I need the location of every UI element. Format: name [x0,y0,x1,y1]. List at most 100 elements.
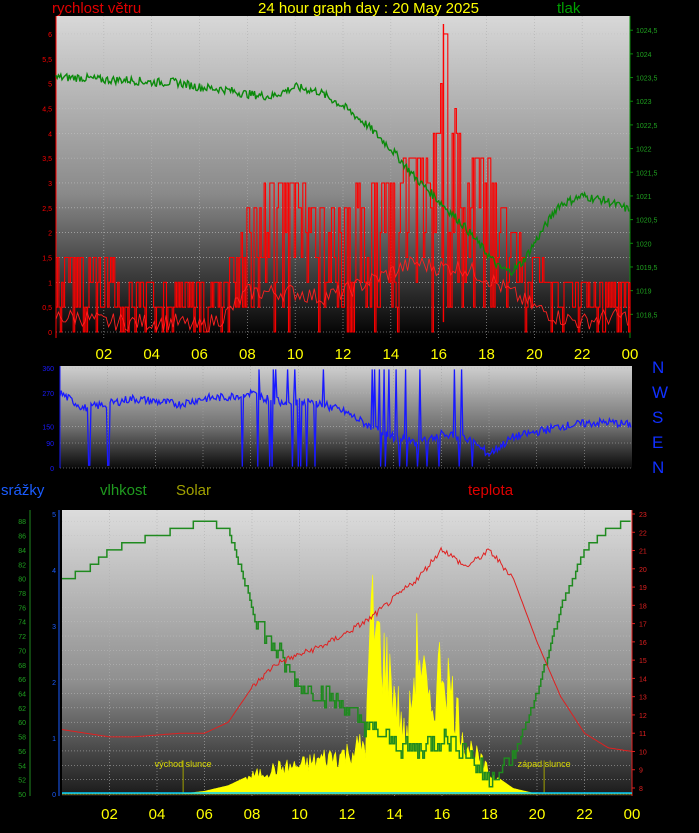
pressure-axis-tick-label: 1022 [636,147,652,154]
wind-axis-tick-label: 0,5 [42,305,52,312]
humidity-axis-tick-label: 62 [18,706,26,713]
hour-tick-label: 16 [430,346,447,363]
humidity-axis-tick-label: 52 [18,778,26,785]
temperature-axis-tick-label: 19 [639,585,647,592]
wind-average-line [55,256,629,333]
pressure-axis-tick-label: 1018,5 [636,312,658,319]
rain-axis-tick-label: 2 [52,680,56,687]
hour-tick-label: 14 [386,806,403,823]
rain-label: srážky [1,482,45,499]
hour-tick-label: 22 [574,346,591,363]
compass-north-label: N [652,358,665,377]
wind-axis-tick-label: 3 [48,181,52,188]
hour-tick-label: 20 [526,346,543,363]
wind-direction-line [59,369,632,467]
humidity-axis-tick-label: 70 [18,648,26,655]
pressure-axis-tick-label: 1023,5 [636,76,658,83]
hour-tick-label: 20 [529,806,546,823]
pressure-line [55,71,630,277]
temperature-axis-tick-label: 8 [639,786,643,793]
humidity-axis-tick-label: 74 [18,620,26,627]
rain-axis-tick-label: 1 [52,736,56,743]
hour-tick-label: 06 [191,346,208,363]
temperature-axis-tick-label: 15 [639,658,647,665]
hour-tick-label: 12 [339,806,356,823]
humidity-axis-tick-label: 68 [18,663,26,670]
hour-tick-label: 10 [287,346,304,363]
temperature-line [61,546,633,752]
wind-axis-tick-label: 2 [48,231,52,238]
direction-axis-tick-label: 150 [42,424,54,431]
hour-tick-label: 08 [239,346,256,363]
temperature-axis-tick-label: 14 [639,676,647,683]
direction-axis-tick-label: 90 [46,441,54,448]
pressure-axis-tick-label: 1023 [636,99,652,106]
humidity-axis-tick-label: 66 [18,677,26,684]
direction-axis-tick-label: 270 [42,391,54,398]
humidity-axis-tick-label: 54 [18,763,26,770]
rain-axis-tick-label: 5 [52,512,56,519]
compass-north-end-label: N [652,458,665,477]
rain-axis-tick-label: 4 [52,568,56,575]
hour-tick-label: 06 [196,806,213,823]
wind-pressure-plot-area [56,16,630,338]
humidity-axis-tick-label: 58 [18,735,26,742]
wind-axis-tick-label: 5 [48,82,52,89]
hour-tick-label: 18 [478,346,495,363]
sunset-label: západ slunce [518,759,571,769]
hour-tick-label: 02 [101,806,118,823]
temperature-label: teplota [468,482,514,499]
humidity-axis-tick-label: 56 [18,749,26,756]
direction-axis-tick-label: 360 [42,366,54,373]
temperature-axis-tick-label: 21 [639,549,647,556]
hour-tick-label: 22 [576,806,593,823]
temperature-axis-tick-label: 22 [639,530,647,537]
wind-speed-label: rychlost větru [52,0,142,17]
pressure-axis-tick-label: 1019 [636,289,652,296]
wind-axis-tick-label: 4 [48,131,52,138]
hour-tick-label: 08 [244,806,261,823]
pressure-axis-tick-label: 1022,5 [636,123,658,130]
hour-tick-label: 04 [149,806,166,823]
pressure-axis-tick-label: 1019,5 [636,265,658,272]
rain-axis-tick-label: 3 [52,624,56,631]
pressure-axis-tick-label: 1020 [636,241,652,248]
compass-south-label: S [652,408,664,427]
humidity-axis-tick-label: 82 [18,562,26,569]
humidity-label: vlhkost [100,482,147,499]
hour-tick-label: 00 [624,806,641,823]
humidity-axis-tick-label: 80 [18,577,26,584]
wind-axis-tick-label: 6 [48,32,52,39]
hour-tick-label: 16 [434,806,451,823]
wind-axis-tick-label: 5,5 [42,57,52,64]
temperature-axis-tick-label: 16 [639,640,647,647]
hour-tick-label: 02 [95,346,112,363]
temperature-axis-tick-label: 18 [639,603,647,610]
temperature-axis-tick-label: 12 [639,713,647,720]
wind-axis-tick-label: 1,5 [42,255,52,262]
wind-axis-tick-label: 1 [48,280,52,287]
wind-axis-tick-label: 4,5 [42,106,52,113]
pressure-axis-tick-label: 1020,5 [636,218,658,225]
humidity-axis-tick-label: 86 [18,534,26,541]
pressure-label: tlak [557,0,581,17]
hour-tick-label: 00 [622,346,639,363]
pressure-axis-tick-label: 1024 [636,52,652,59]
solar-area [62,574,632,795]
rain-axis-tick-label: 0 [52,792,56,799]
wind-axis-tick-label: 0 [48,330,52,337]
humidity-line [62,520,631,788]
chart-title: 24 hour graph day : 20 May 2025 [258,0,479,17]
humidity-axis-tick-label: 50 [18,792,26,799]
pressure-axis-tick-label: 1021 [636,194,652,201]
temperature-axis-tick-label: 10 [639,749,647,756]
wind-gust-line [56,33,631,333]
hour-tick-label: 04 [143,346,160,363]
hour-tick-label: 14 [382,346,399,363]
temperature-axis-tick-label: 9 [639,768,643,775]
humidity-axis-tick-label: 84 [18,548,26,555]
compass-east-label: E [652,433,664,452]
hour-tick-label: 10 [291,806,308,823]
pressure-axis-tick-label: 1021,5 [636,170,658,177]
